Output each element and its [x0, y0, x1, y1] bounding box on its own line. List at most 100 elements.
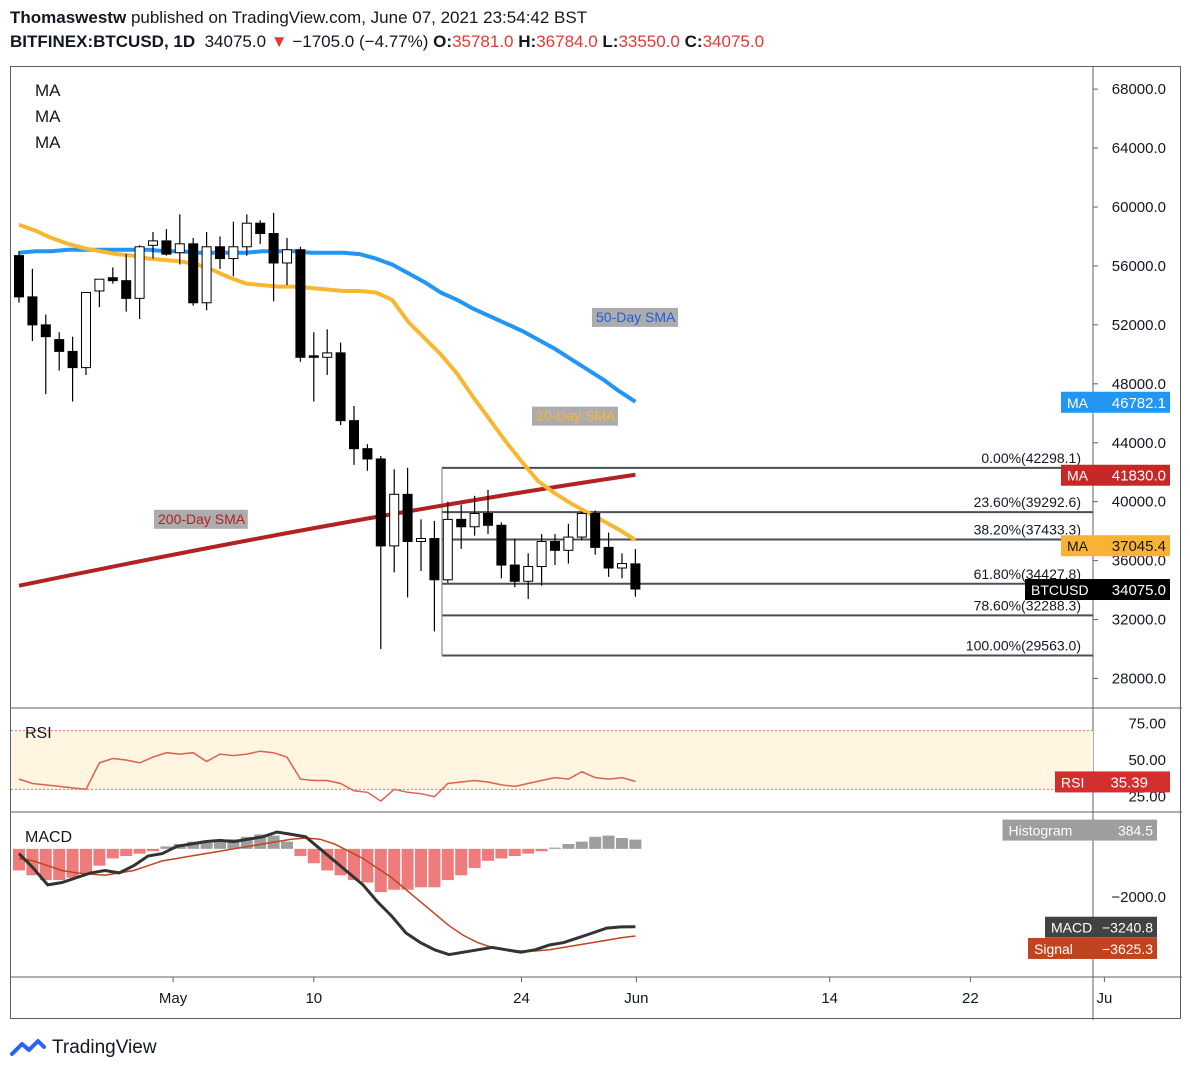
fib-level-label: 61.80%(34427.8): [974, 566, 1081, 582]
candle-body: [536, 540, 547, 568]
signal-tag-value-bg: [1093, 937, 1157, 959]
candle-body: [322, 352, 333, 358]
macd-histogram-bar: [428, 848, 441, 888]
macd-histogram-bar: [227, 839, 240, 849]
candle-body: [255, 222, 266, 235]
fib-level-label: 38.20%(37433.3): [974, 522, 1081, 538]
rsi-tick-label: 75.00: [1128, 715, 1166, 732]
macd-histogram-bar: [522, 848, 535, 854]
price-tag-value-bg: [1093, 535, 1170, 557]
footer: TradingView: [10, 1034, 157, 1062]
candle-body: [416, 538, 426, 542]
macd-histogram-bar: [348, 848, 360, 881]
macd-histogram-bar: [13, 848, 25, 871]
chart-frame[interactable]: 68000.0 64000.0 60000.0 56000.0 52000.0 48000…: [10, 66, 1182, 1020]
macd-histogram-bar: [549, 847, 561, 849]
chart-canvas[interactable]: 68000.0 64000.0 60000.0 56000.0 52000.0 48000…: [11, 67, 1182, 1020]
macd-histogram-bar: [93, 848, 106, 866]
candle-body: [54, 339, 65, 352]
fib-level-label: 0.00%(42298.1): [981, 450, 1081, 466]
chart-header: Thomaswestw published on TradingView.com…: [10, 6, 1180, 54]
time-axis-label: 22: [962, 990, 979, 1007]
candle-body: [268, 233, 279, 264]
candle-body: [295, 249, 306, 358]
macd-histogram-bar: [482, 848, 494, 861]
candle-body: [563, 536, 574, 551]
price-tag-value: 34075.0: [1112, 582, 1166, 599]
macd-histogram-bar: [468, 848, 481, 869]
tradingview-logo-icon: [10, 1039, 46, 1056]
candle-body: [362, 448, 373, 460]
candle-body: [590, 512, 601, 548]
price-tick-label: 64000.0: [1112, 140, 1166, 157]
macd-histogram-bar: [120, 848, 133, 857]
candle-body: [121, 280, 132, 299]
ma-legend-3[interactable]: MA: [35, 133, 61, 152]
macd-histogram-bar: [616, 838, 628, 849]
time-axis-label: May: [159, 990, 188, 1007]
symbol-name[interactable]: BITFINEX:BTCUSD, 1D: [10, 32, 196, 51]
candle-body: [188, 243, 199, 304]
macd-histogram-bar: [200, 842, 213, 849]
price-tick-label: 60000.0: [1112, 199, 1166, 216]
open-value: 35781.0: [452, 32, 514, 51]
candle-body: [335, 352, 346, 422]
sma20-label: 20-Day SMA: [536, 408, 616, 424]
high-value: 36784.0: [536, 32, 598, 51]
close-label: C:: [684, 32, 703, 51]
price-tag-value: 37045.4: [1112, 538, 1166, 555]
macd-histogram-bar: [629, 839, 642, 849]
price-tick-label: 56000.0: [1112, 258, 1166, 275]
candle-body: [630, 563, 641, 590]
price-tick-label: 52000.0: [1112, 317, 1166, 334]
signal-tag-label: Signal: [1034, 941, 1073, 957]
candle-body: [496, 524, 507, 566]
candle-body: [27, 296, 38, 326]
price-tick-label: 44000.0: [1112, 435, 1166, 452]
price-tick-label: 36000.0: [1112, 553, 1166, 570]
time-axis-label: Ju: [1096, 990, 1112, 1007]
sma200-line: [18, 472, 636, 588]
price-tag-value-bg: [1093, 391, 1170, 413]
price-tag-value-bg: [1093, 464, 1170, 486]
macd-histogram-bar: [361, 848, 374, 883]
candle-body: [174, 243, 185, 254]
sma50-label: 50-Day SMA: [596, 309, 676, 325]
candle-body: [282, 249, 292, 264]
rsi-line: [18, 750, 636, 803]
time-axis-label: 24: [513, 990, 530, 1007]
candle-body: [509, 564, 520, 582]
low-value: 33550.0: [618, 32, 680, 51]
time-axis-label: Jun: [624, 990, 648, 1007]
macd-line: [17, 830, 636, 957]
high-label: H:: [518, 32, 537, 51]
price-tick-label: 32000.0: [1112, 612, 1166, 629]
ma-legend-2[interactable]: MA: [35, 107, 61, 126]
author-name[interactable]: Thomaswestw: [10, 8, 127, 27]
symbol-line: BITFINEX:BTCUSD, 1D 34075.0 ▼ −1705.0 (−…: [10, 30, 1180, 54]
candle-body: [523, 566, 534, 582]
candle-body: [148, 240, 158, 246]
tradingview-brand[interactable]: TradingView: [52, 1037, 157, 1058]
macd-histogram-bar: [535, 848, 548, 852]
candle-body: [442, 518, 453, 581]
histogram-tag-value: 384.5: [1118, 823, 1153, 839]
candle-body: [81, 291, 91, 369]
price-tag-value: 46782.1: [1112, 395, 1166, 412]
price-tick-label: 40000.0: [1112, 494, 1166, 511]
close-value: 34075.0: [702, 32, 765, 51]
ma-legend-1[interactable]: MA: [35, 81, 61, 100]
candle-body: [456, 518, 467, 528]
price-tag-label-bg: [1061, 391, 1093, 413]
candle-body: [107, 277, 118, 282]
candle-body: [375, 458, 386, 547]
candle-body: [576, 512, 587, 538]
price-tick-label: 28000.0: [1112, 671, 1166, 688]
price-tag-label: BTCUSD: [1031, 582, 1089, 598]
macd-histogram-bar: [281, 841, 293, 849]
candle-body: [228, 246, 239, 260]
macd-histogram-bar: [562, 844, 575, 849]
sma20-label-bg: [532, 406, 618, 426]
price-tag-label: MA: [1067, 538, 1089, 554]
macd-histogram-bar: [53, 848, 66, 881]
